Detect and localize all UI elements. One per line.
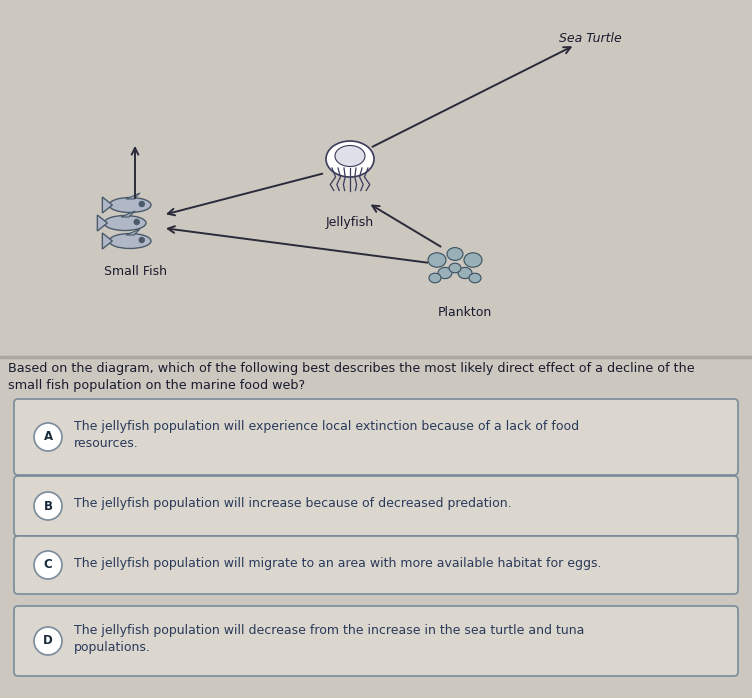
- Polygon shape: [102, 233, 112, 249]
- Ellipse shape: [447, 248, 463, 260]
- Circle shape: [34, 627, 62, 655]
- Polygon shape: [102, 197, 112, 213]
- FancyBboxPatch shape: [14, 536, 738, 594]
- Ellipse shape: [326, 141, 374, 177]
- Ellipse shape: [458, 267, 472, 279]
- Polygon shape: [126, 229, 140, 235]
- Text: Small Fish: Small Fish: [104, 265, 166, 278]
- Text: Based on the diagram, which of the following best describes the most likely dire: Based on the diagram, which of the follo…: [8, 362, 695, 392]
- Ellipse shape: [429, 273, 441, 283]
- Circle shape: [34, 551, 62, 579]
- Text: The jellyfish population will experience local extinction because of a lack of f: The jellyfish population will experience…: [74, 420, 579, 450]
- FancyBboxPatch shape: [14, 399, 738, 475]
- Text: C: C: [44, 558, 53, 572]
- Bar: [0, 356, 752, 358]
- Polygon shape: [126, 193, 140, 199]
- Text: D: D: [43, 634, 53, 648]
- Ellipse shape: [109, 198, 151, 212]
- Ellipse shape: [335, 145, 365, 167]
- Text: Sea Turtle: Sea Turtle: [559, 31, 621, 45]
- Text: A: A: [44, 431, 53, 443]
- Ellipse shape: [464, 253, 482, 267]
- Text: Jellyfish: Jellyfish: [326, 216, 374, 229]
- Ellipse shape: [109, 234, 151, 248]
- Ellipse shape: [104, 216, 146, 230]
- Circle shape: [139, 202, 144, 207]
- FancyBboxPatch shape: [14, 606, 738, 676]
- Polygon shape: [121, 211, 135, 217]
- Text: B: B: [44, 500, 53, 512]
- Text: The jellyfish population will increase because of decreased predation.: The jellyfish population will increase b…: [74, 498, 511, 510]
- Circle shape: [34, 423, 62, 451]
- Ellipse shape: [449, 263, 461, 273]
- Ellipse shape: [469, 273, 481, 283]
- Text: Plankton: Plankton: [438, 306, 492, 319]
- Ellipse shape: [438, 267, 452, 279]
- Circle shape: [34, 492, 62, 520]
- Circle shape: [139, 237, 144, 242]
- Ellipse shape: [428, 253, 446, 267]
- Polygon shape: [97, 215, 108, 231]
- FancyBboxPatch shape: [14, 476, 738, 536]
- Text: The jellyfish population will migrate to an area with more available habitat for: The jellyfish population will migrate to…: [74, 556, 602, 570]
- Circle shape: [135, 219, 139, 225]
- Text: The jellyfish population will decrease from the increase in the sea turtle and t: The jellyfish population will decrease f…: [74, 624, 584, 654]
